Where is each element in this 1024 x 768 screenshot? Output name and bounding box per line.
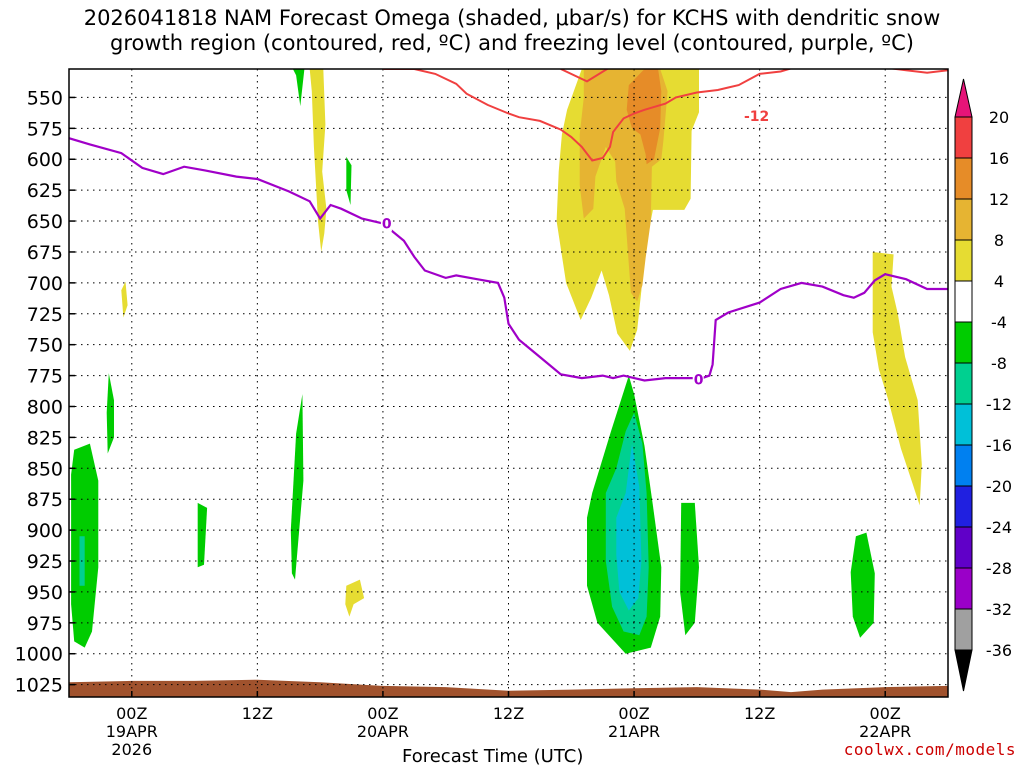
y-tick-label: 575 bbox=[27, 118, 63, 140]
y-tick-label: 775 bbox=[27, 366, 63, 388]
y-tick-label: 875 bbox=[27, 489, 63, 511]
y-tick-label: 825 bbox=[27, 427, 63, 449]
colorbar-box bbox=[954, 567, 973, 610]
x-tick-label: 00Z bbox=[116, 704, 147, 723]
x-tick-label: 00Z bbox=[870, 704, 901, 723]
y-tick-label: 650 bbox=[27, 211, 63, 233]
freezing-level-line bbox=[69, 137, 948, 382]
y-tick-label: 1000 bbox=[15, 644, 63, 666]
x-tick-date: 20APR bbox=[357, 722, 409, 741]
omega-region-12to16-0 bbox=[626, 69, 662, 165]
colorbar-label: -36 bbox=[986, 641, 1012, 660]
grid-lines bbox=[69, 69, 948, 697]
omega-region-4to8-0 bbox=[121, 281, 128, 318]
dgz-contour-line-1 bbox=[560, 69, 610, 83]
colorbar-label: 20 bbox=[989, 108, 1009, 127]
colorbar-label: -32 bbox=[986, 600, 1012, 619]
y-tick-label: 550 bbox=[27, 87, 63, 109]
x-tick-label: 00Z bbox=[367, 704, 398, 723]
y-tick-label: 600 bbox=[27, 149, 63, 171]
freezing-level-label-2-bg bbox=[692, 371, 704, 388]
y-tick-label: 900 bbox=[27, 520, 63, 542]
x-tick-year: 2026 bbox=[111, 740, 152, 759]
colorbar-box bbox=[954, 485, 973, 528]
omega-region--4to-8-7 bbox=[680, 502, 699, 636]
colorbar-label: -8 bbox=[991, 354, 1007, 373]
y-tick-label: 750 bbox=[27, 335, 63, 357]
colorbar-box bbox=[954, 157, 973, 200]
colorbar-label: 4 bbox=[994, 272, 1004, 291]
y-tick-label: 725 bbox=[27, 304, 63, 326]
colorbar-label: -20 bbox=[986, 477, 1012, 496]
dgz-contour-label: -12 bbox=[744, 109, 769, 125]
site-credit: coolwx.com/models bbox=[843, 740, 1016, 759]
colorbar-label: 16 bbox=[989, 149, 1009, 168]
colorbar-label: 12 bbox=[989, 190, 1009, 209]
colorbar-box bbox=[954, 321, 973, 364]
colorbar-box bbox=[954, 526, 973, 569]
x-tick-label: 12Z bbox=[493, 704, 524, 723]
colorbar-box bbox=[954, 116, 973, 159]
omega-region--4to-8-8 bbox=[850, 532, 875, 638]
colorbar-top-triangle bbox=[954, 78, 973, 118]
colorbar-box bbox=[954, 608, 973, 651]
dgz-contour-line-0 bbox=[382, 69, 948, 162]
colorbar-label: 8 bbox=[994, 231, 1004, 250]
omega-region--4to-8-4 bbox=[292, 69, 305, 107]
colorbar-label: -12 bbox=[986, 395, 1012, 414]
y-tick-label: 800 bbox=[27, 396, 63, 418]
colorbar-label: -28 bbox=[986, 559, 1012, 578]
colorbar-box bbox=[954, 444, 973, 487]
omega-region--12to-16-0 bbox=[616, 443, 642, 611]
chart-title: 2026041818 NAM Forecast Omega (shaded, μ… bbox=[0, 6, 1024, 56]
title-line-1: 2026041818 NAM Forecast Omega (shaded, μ… bbox=[83, 6, 941, 30]
omega-region-4to8-2 bbox=[345, 579, 365, 617]
x-tick-date: 19APR bbox=[106, 722, 158, 741]
y-tick-label: 950 bbox=[27, 582, 63, 604]
colorbar: 20 16 12 8 4 -4 -8 -12 -16 -20 -24 -28 -32 -36 bbox=[954, 78, 1012, 692]
omega-region--4to-8-5 bbox=[346, 156, 352, 205]
y-tick-label: 625 bbox=[27, 180, 63, 202]
x-tick-date: 22APR bbox=[859, 722, 911, 741]
omega-region--4to-8-3 bbox=[290, 394, 304, 580]
y-tick-label: 925 bbox=[27, 551, 63, 573]
freezing-level-label-2: 0 bbox=[694, 372, 704, 388]
colorbar-box bbox=[954, 239, 973, 282]
x-tick-label: 00Z bbox=[618, 704, 649, 723]
colorbar-box bbox=[954, 198, 973, 241]
colorbar-bottom-triangle bbox=[954, 649, 973, 692]
y-tick-label: 850 bbox=[27, 458, 63, 480]
plot-frame bbox=[68, 68, 949, 698]
omega-region-4to8-4 bbox=[872, 252, 922, 506]
colorbar-label: -4 bbox=[991, 313, 1007, 332]
colorbar-box bbox=[954, 362, 973, 405]
colorbar-label: -16 bbox=[986, 436, 1012, 455]
dgz-contour-label-bg bbox=[742, 107, 772, 124]
freezing-level-label-1: 0 bbox=[382, 217, 392, 233]
freezing-level-label-1-bg bbox=[380, 215, 392, 232]
title-line-2: growth region (contoured, red, ºC) and f… bbox=[110, 31, 914, 55]
colorbar-box bbox=[954, 403, 973, 446]
y-tick-label: 975 bbox=[27, 613, 63, 635]
x-tick-date: 21APR bbox=[608, 722, 660, 741]
x-axis-label: Forecast Time (UTC) bbox=[402, 746, 584, 767]
omega-region--4to-8-2 bbox=[197, 502, 208, 568]
x-tick-label: 12Z bbox=[744, 704, 775, 723]
y-tick-label: 1025 bbox=[15, 675, 63, 697]
colorbar-box bbox=[954, 280, 973, 323]
omega-region--4to-8-1 bbox=[106, 373, 114, 454]
omega-region--4to4-0 bbox=[69, 679, 948, 697]
contour-lines bbox=[69, 69, 948, 382]
omega-region-4to8-1 bbox=[309, 69, 327, 252]
x-tick-label: 12Z bbox=[242, 704, 273, 723]
colorbar-label: -24 bbox=[986, 518, 1012, 537]
y-tick-label: 675 bbox=[27, 242, 63, 264]
y-tick-label: 700 bbox=[27, 273, 63, 295]
omega-shading bbox=[69, 69, 948, 697]
